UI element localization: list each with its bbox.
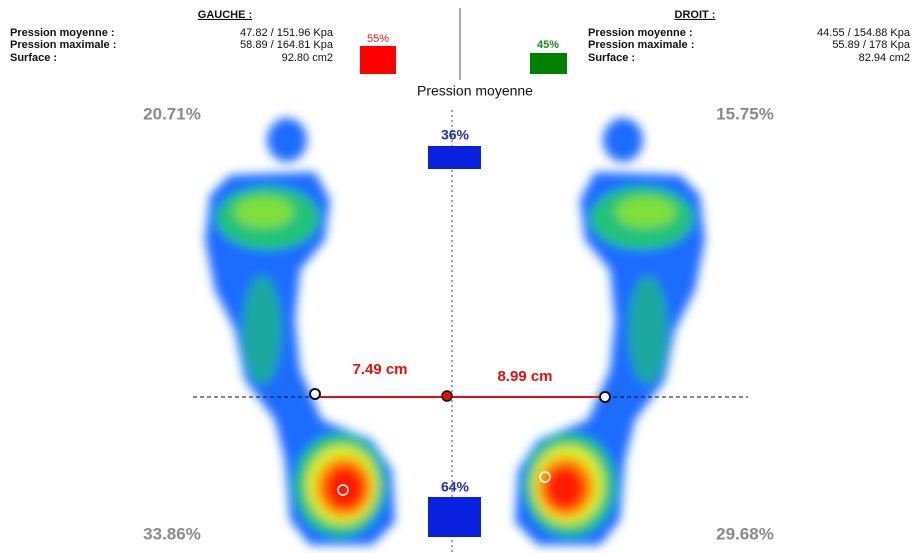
- right-distance: 8.99 cm: [497, 368, 552, 385]
- row-label: Pression maximale :: [10, 39, 116, 51]
- left-share-box: [360, 46, 396, 74]
- view-title: Pression moyenne: [417, 83, 533, 99]
- row-label: Surface :: [588, 52, 635, 64]
- center-marker: [539, 471, 551, 483]
- front-box: [428, 146, 481, 169]
- left-distance: 7.49 cm: [352, 361, 407, 378]
- row-label: Surface :: [10, 52, 57, 64]
- right-share-box: [530, 53, 567, 74]
- marker: [599, 391, 611, 403]
- row-value: 92.80 cm2: [282, 52, 333, 64]
- corner-percent: 20.71%: [143, 104, 201, 123]
- corner-percent: 15.75%: [716, 104, 774, 123]
- left-foot: [205, 118, 395, 545]
- right-share: 45%: [537, 39, 559, 51]
- back-percent: 64%: [441, 479, 470, 495]
- marker: [441, 390, 453, 402]
- row-value: 44.55 / 154.88 Kpa: [817, 27, 911, 39]
- right-foot: [515, 118, 705, 545]
- center-marker: [337, 484, 349, 496]
- corner-percent: 33.86%: [143, 524, 201, 543]
- corner-percent: 29.68%: [716, 524, 774, 543]
- row-value: 47.82 / 151.96 Kpa: [240, 27, 334, 39]
- row-label: Pression moyenne :: [588, 27, 693, 39]
- back-box: [428, 497, 481, 537]
- right-title: DROIT :: [675, 9, 716, 21]
- row-label: Pression maximale :: [588, 39, 694, 51]
- row-value: 82.94 cm2: [859, 52, 910, 64]
- row-value: 55.89 / 178 Kpa: [832, 39, 911, 51]
- marker: [309, 388, 321, 400]
- front-percent: 36%: [441, 127, 470, 143]
- left-title: GAUCHE :: [198, 9, 252, 21]
- row-label: Pression moyenne :: [10, 27, 115, 39]
- row-value: 58.89 / 164.81 Kpa: [240, 39, 334, 51]
- left-share: 55%: [367, 33, 389, 45]
